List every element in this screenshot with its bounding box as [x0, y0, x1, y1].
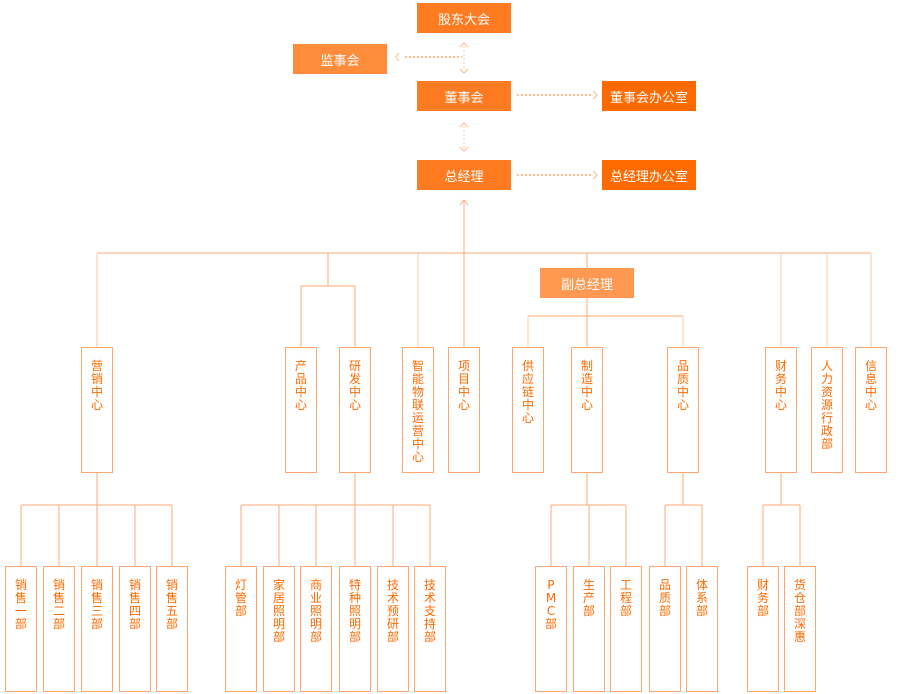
department-box[interactable]: 特种照明部: [339, 566, 371, 692]
board-of-directors-box[interactable]: 董事会: [417, 81, 511, 111]
supervisory-board-box[interactable]: 监事会: [293, 44, 387, 74]
board-office-box-label: 董事会办公室: [609, 90, 688, 106]
board-of-directors-box-label: 董事会: [444, 90, 484, 106]
department-box-label: 货仓部深惠: [793, 578, 806, 644]
department-box-label: 销售二部: [52, 578, 65, 631]
department-box[interactable]: 销售二部: [43, 566, 75, 692]
center-box-label: 制造中心: [580, 359, 593, 412]
department-box[interactable]: 销售五部: [156, 566, 188, 692]
arrow-up-icon: [459, 199, 469, 206]
department-box[interactable]: PMC部: [535, 566, 567, 692]
board-office-box[interactable]: 董事会办公室: [602, 81, 696, 111]
department-box[interactable]: 货仓部深惠: [784, 566, 816, 692]
department-box[interactable]: 体系部: [686, 566, 718, 692]
department-box-label: 销售五部: [165, 578, 178, 631]
shareholders-meeting-box-label: 股东大会: [437, 12, 490, 28]
department-box-label: 技术支持部: [423, 578, 436, 644]
department-box-label: 品质部: [658, 578, 671, 618]
department-box[interactable]: 工程部: [610, 566, 642, 692]
gm-office-box[interactable]: 总经理办公室: [602, 160, 696, 190]
department-box[interactable]: 销售四部: [119, 566, 151, 692]
department-box[interactable]: 销售一部: [5, 566, 37, 692]
arrow-down-icon: [459, 146, 469, 152]
center-box-label: 智能物联运营中心: [411, 359, 424, 464]
center-box-label: 项目中心: [457, 359, 470, 412]
department-box[interactable]: 技术支持部: [414, 566, 446, 692]
center-box[interactable]: 供应链中心: [512, 347, 544, 473]
deputy-gm-box-label: 副总经理: [560, 277, 613, 293]
department-box[interactable]: 灯管部: [225, 566, 257, 692]
department-box[interactable]: 销售三部: [81, 566, 113, 692]
center-box[interactable]: 产品中心: [285, 347, 317, 473]
center-box-label: 人力资源行政部: [820, 359, 833, 451]
center-box[interactable]: 人力资源行政部: [811, 347, 843, 473]
department-box[interactable]: 家居照明部: [263, 566, 295, 692]
center-box-label: 研发中心: [348, 359, 361, 412]
arrow-up-icon: [459, 122, 469, 128]
arrow-down-icon: [459, 68, 469, 74]
shareholders-meeting-box[interactable]: 股东大会: [417, 3, 511, 33]
gm-office-box-label: 总经理办公室: [609, 169, 688, 185]
department-box[interactable]: 财务部: [747, 566, 779, 692]
department-box-label: 销售一部: [14, 578, 27, 631]
department-box-label: 销售三部: [90, 578, 103, 631]
center-box[interactable]: 项目中心: [448, 347, 480, 473]
center-box-label: 供应链中心: [521, 359, 534, 425]
center-box[interactable]: 信息中心: [855, 347, 887, 473]
center-box[interactable]: 研发中心: [339, 347, 371, 473]
center-box-label: 品质中心: [676, 359, 689, 412]
deputy-gm-box[interactable]: 副总经理: [540, 268, 634, 298]
center-box-label: 财务中心: [774, 359, 787, 412]
department-box-label: 工程部: [619, 578, 632, 618]
department-box-label: 财务部: [756, 578, 769, 618]
center-box[interactable]: 营销中心: [81, 347, 113, 473]
center-box[interactable]: 财务中心: [765, 347, 797, 473]
department-box-label: 特种照明部: [348, 578, 361, 644]
department-box-label: 灯管部: [234, 578, 247, 618]
department-box[interactable]: 技术预研部: [377, 566, 409, 692]
center-box[interactable]: 制造中心: [571, 347, 603, 473]
arrow-up-icon: [459, 42, 469, 48]
department-box[interactable]: 商业照明部: [300, 566, 332, 692]
department-box-label: 商业照明部: [309, 578, 322, 644]
center-box[interactable]: 品质中心: [667, 347, 699, 473]
center-box-label: 产品中心: [294, 359, 307, 412]
arrow-right-icon: [592, 170, 598, 180]
department-box-label: 销售四部: [128, 578, 141, 631]
department-box-label: 生产部: [582, 578, 595, 618]
general-manager-box-label: 总经理: [444, 169, 484, 185]
department-box[interactable]: 品质部: [649, 566, 681, 692]
arrow-left-icon: [395, 52, 400, 62]
department-box[interactable]: 生产部: [573, 566, 605, 692]
center-box-label: 营销中心: [90, 359, 103, 412]
center-box-label: 信息中心: [864, 359, 877, 412]
department-box-label: 体系部: [695, 578, 708, 618]
supervisory-board-box-label: 监事会: [320, 53, 360, 69]
center-box[interactable]: 智能物联运营中心: [402, 347, 434, 473]
department-box-label: 家居照明部: [272, 578, 285, 644]
arrow-right-icon: [592, 90, 598, 100]
department-box-label: 技术预研部: [386, 578, 399, 644]
general-manager-box[interactable]: 总经理: [417, 160, 511, 190]
department-box-label: PMC部: [544, 578, 557, 631]
